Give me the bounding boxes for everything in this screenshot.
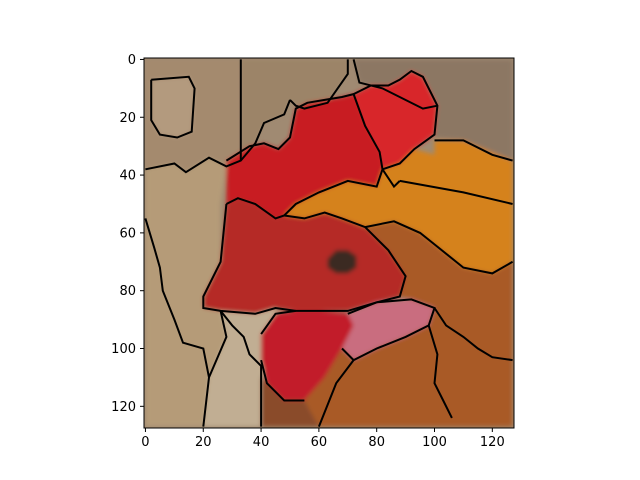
region-comb-right <box>353 71 438 170</box>
y-tick-label: 100 <box>111 342 136 357</box>
region-beak <box>342 299 435 361</box>
region-neck-feathers-bottom-middle <box>261 377 319 427</box>
segment-boundary <box>364 220 514 275</box>
y-tick-label: 80 <box>119 284 136 299</box>
segment-boundary <box>225 92 384 220</box>
segmentation-boundaries <box>144 59 514 427</box>
plot-area <box>143 57 515 429</box>
y-axis: 0 20 40 60 80 100 120 <box>111 53 144 415</box>
segment-boundary <box>208 310 228 378</box>
image-regions <box>145 59 513 427</box>
segment-boundary <box>352 59 438 110</box>
x-tick-label: 120 <box>480 435 505 450</box>
segment-boundary <box>434 139 513 162</box>
segment-boundary <box>399 179 513 205</box>
segment-boundary <box>381 168 401 189</box>
segment-boundary <box>202 203 407 315</box>
segment-boundary <box>353 69 439 171</box>
region-wattle-lower <box>261 310 354 401</box>
segment-boundary <box>219 310 263 427</box>
segment-boundary <box>145 99 291 174</box>
region-background-top-middle <box>240 59 348 161</box>
segment-boundary <box>150 75 196 139</box>
region-background-blob-left <box>151 76 195 138</box>
region-neck-feathers-upper <box>284 140 513 274</box>
y-tick-label: 40 <box>119 169 136 184</box>
segment-boundary <box>433 307 513 362</box>
region-wattle-face <box>203 198 406 314</box>
y-tick-label: 60 <box>119 226 136 241</box>
region-neck-feathers-lower <box>304 221 513 427</box>
segment-boundary <box>260 359 305 402</box>
segment-boundary <box>427 325 453 419</box>
x-tick-label: 20 <box>195 435 212 450</box>
segment-boundary <box>144 218 211 427</box>
segment-boundary <box>260 309 296 335</box>
y-tick-label: 120 <box>111 400 136 415</box>
x-axis: 0 20 40 60 80 100 120 <box>141 428 505 450</box>
x-tick-label: 0 <box>141 435 149 450</box>
x-tick-label: 60 <box>311 435 328 450</box>
region-comb-left <box>226 94 383 219</box>
y-tick-label: 0 <box>128 53 136 68</box>
y-tick-label: 20 <box>119 111 136 126</box>
axes-frame <box>143 57 515 429</box>
x-tick-label: 80 <box>368 435 385 450</box>
region-eye <box>327 250 357 274</box>
segment-boundary <box>317 359 355 427</box>
segment-boundary <box>289 59 349 110</box>
x-tick-label: 40 <box>253 435 270 450</box>
x-tick-label: 100 <box>422 435 447 450</box>
